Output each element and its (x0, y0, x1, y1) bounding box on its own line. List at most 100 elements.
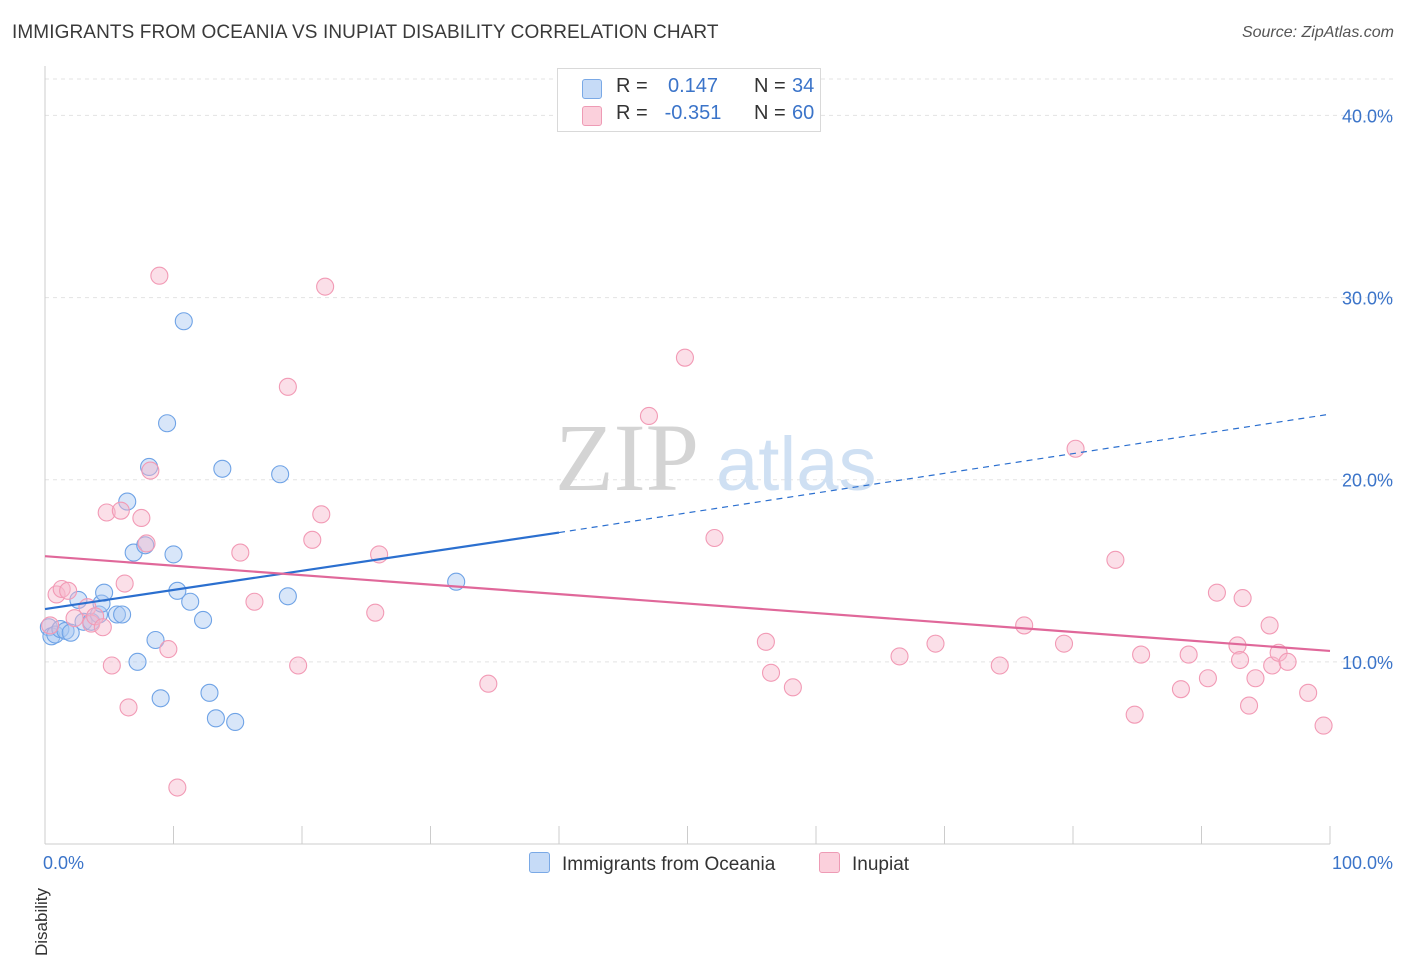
axes (44, 66, 1331, 845)
point-inupiat (639, 406, 659, 426)
point-oceania (174, 312, 193, 331)
stats-legend: R = 0.147 N = 34 R = -0.351 N = 60 (557, 68, 821, 132)
point-inupiat (1054, 634, 1074, 653)
point-oceania (107, 605, 127, 624)
series-swatch-oceania (529, 852, 550, 873)
point-inupiat (1207, 583, 1226, 602)
point-inupiat (102, 656, 121, 675)
point-inupiat (52, 579, 71, 599)
gridlines (45, 78, 1393, 663)
point-inupiat (761, 663, 781, 682)
y-tick-label: 10.0% (1342, 653, 1393, 673)
point-oceania (278, 587, 297, 606)
legend-r-label: R = (616, 102, 648, 124)
point-oceania (118, 492, 137, 511)
point-inupiat (97, 503, 116, 522)
trend-line-oceania (44, 531, 560, 611)
point-inupiat (1015, 616, 1034, 635)
point-oceania (206, 709, 225, 728)
point-inupiat (115, 574, 134, 593)
point-inupiat (1106, 550, 1125, 569)
point-inupiat (111, 501, 130, 520)
point-oceania (200, 683, 219, 702)
point-inupiat (1260, 616, 1279, 635)
y-axis-label: Disability (32, 887, 51, 956)
point-inupiat (168, 778, 187, 797)
legend-swatch-oceania (582, 79, 602, 99)
point-inupiat (132, 508, 151, 528)
legend-r-value: -0.351 (664, 102, 722, 124)
point-inupiat (245, 592, 264, 611)
point-inupiat (1132, 645, 1151, 664)
point-inupiat (159, 640, 178, 659)
point-oceania (46, 625, 65, 644)
point-inupiat (783, 678, 802, 697)
point-inupiat (1171, 680, 1190, 699)
point-inupiat (890, 647, 909, 666)
point-inupiat (289, 656, 308, 675)
x-tick-label: 100.0% (1332, 853, 1393, 873)
point-inupiat (41, 616, 60, 635)
point-oceania (213, 459, 232, 478)
point-inupiat (1233, 589, 1252, 608)
point-oceania (74, 612, 93, 631)
scatter-chart: ZIP atlas 10.0% 20.0% 30.0% 40.0% 0.0% 100.0% (39, 66, 1393, 873)
point-inupiat (312, 505, 331, 524)
point-oceania (124, 543, 143, 562)
legend-n-label: N = (754, 102, 786, 124)
y-tick-label: 40.0% (1342, 106, 1393, 126)
point-inupiat (1179, 645, 1198, 664)
point-oceania (181, 592, 200, 611)
series-legend-oceania: Immigrants from Oceania (529, 852, 775, 876)
point-inupiat (150, 266, 169, 285)
series-label-oceania: Immigrants from Oceania (562, 854, 776, 875)
legend-r-label: R = (616, 75, 648, 97)
point-inupiat (479, 674, 498, 693)
point-inupiat (119, 698, 138, 717)
point-oceania (146, 630, 165, 650)
point-inupiat (303, 530, 322, 549)
point-inupiat (1125, 705, 1144, 724)
point-inupiat (59, 581, 78, 600)
point-inupiat (1299, 683, 1318, 702)
point-oceania (151, 689, 170, 708)
point-inupiat (141, 461, 160, 480)
point-inupiat (65, 609, 84, 628)
point-inupiat (990, 656, 1009, 675)
chart-title: IMMIGRANTS FROM OCEANIA VS INUPIAT DISAB… (12, 22, 719, 43)
series-label-inupiat: Inupiat (852, 854, 910, 875)
point-inupiat (1239, 696, 1259, 715)
legend-n-label: N = (754, 75, 786, 97)
point-inupiat (1278, 652, 1297, 671)
point-inupiat (231, 543, 250, 562)
point-oceania (128, 652, 147, 671)
point-inupiat (675, 348, 694, 367)
y-tick-label: 20.0% (1342, 471, 1393, 491)
point-oceania (226, 712, 245, 732)
point-inupiat (316, 277, 335, 296)
point-inupiat (1066, 439, 1085, 458)
point-oceania (271, 465, 290, 484)
point-inupiat (93, 618, 112, 637)
point-oceania (158, 414, 177, 433)
series-swatch-inupiat (819, 852, 840, 873)
point-inupiat (1198, 669, 1217, 688)
point-oceania (61, 623, 80, 642)
legend-n-value: 34 (792, 75, 815, 97)
watermark: ZIP atlas (555, 404, 877, 511)
point-inupiat (705, 528, 724, 548)
source-label: Source: ZipAtlas.com (1241, 24, 1394, 41)
legend-n-value: 60 (792, 102, 815, 124)
point-oceania (113, 605, 132, 624)
point-inupiat (1246, 669, 1265, 688)
point-oceania (194, 610, 213, 630)
x-tick-label: 0.0% (43, 853, 84, 873)
point-inupiat (1314, 716, 1333, 735)
point-inupiat (47, 585, 66, 604)
tick-labels: 10.0% 20.0% 30.0% 40.0% 0.0% 100.0% (43, 106, 1393, 873)
watermark-atlas: atlas (716, 422, 877, 507)
legend-swatch-inupiat (582, 106, 602, 126)
legend-r-value: 0.147 (667, 75, 719, 97)
watermark-zip: ZIP (555, 404, 699, 511)
point-inupiat (926, 634, 945, 653)
